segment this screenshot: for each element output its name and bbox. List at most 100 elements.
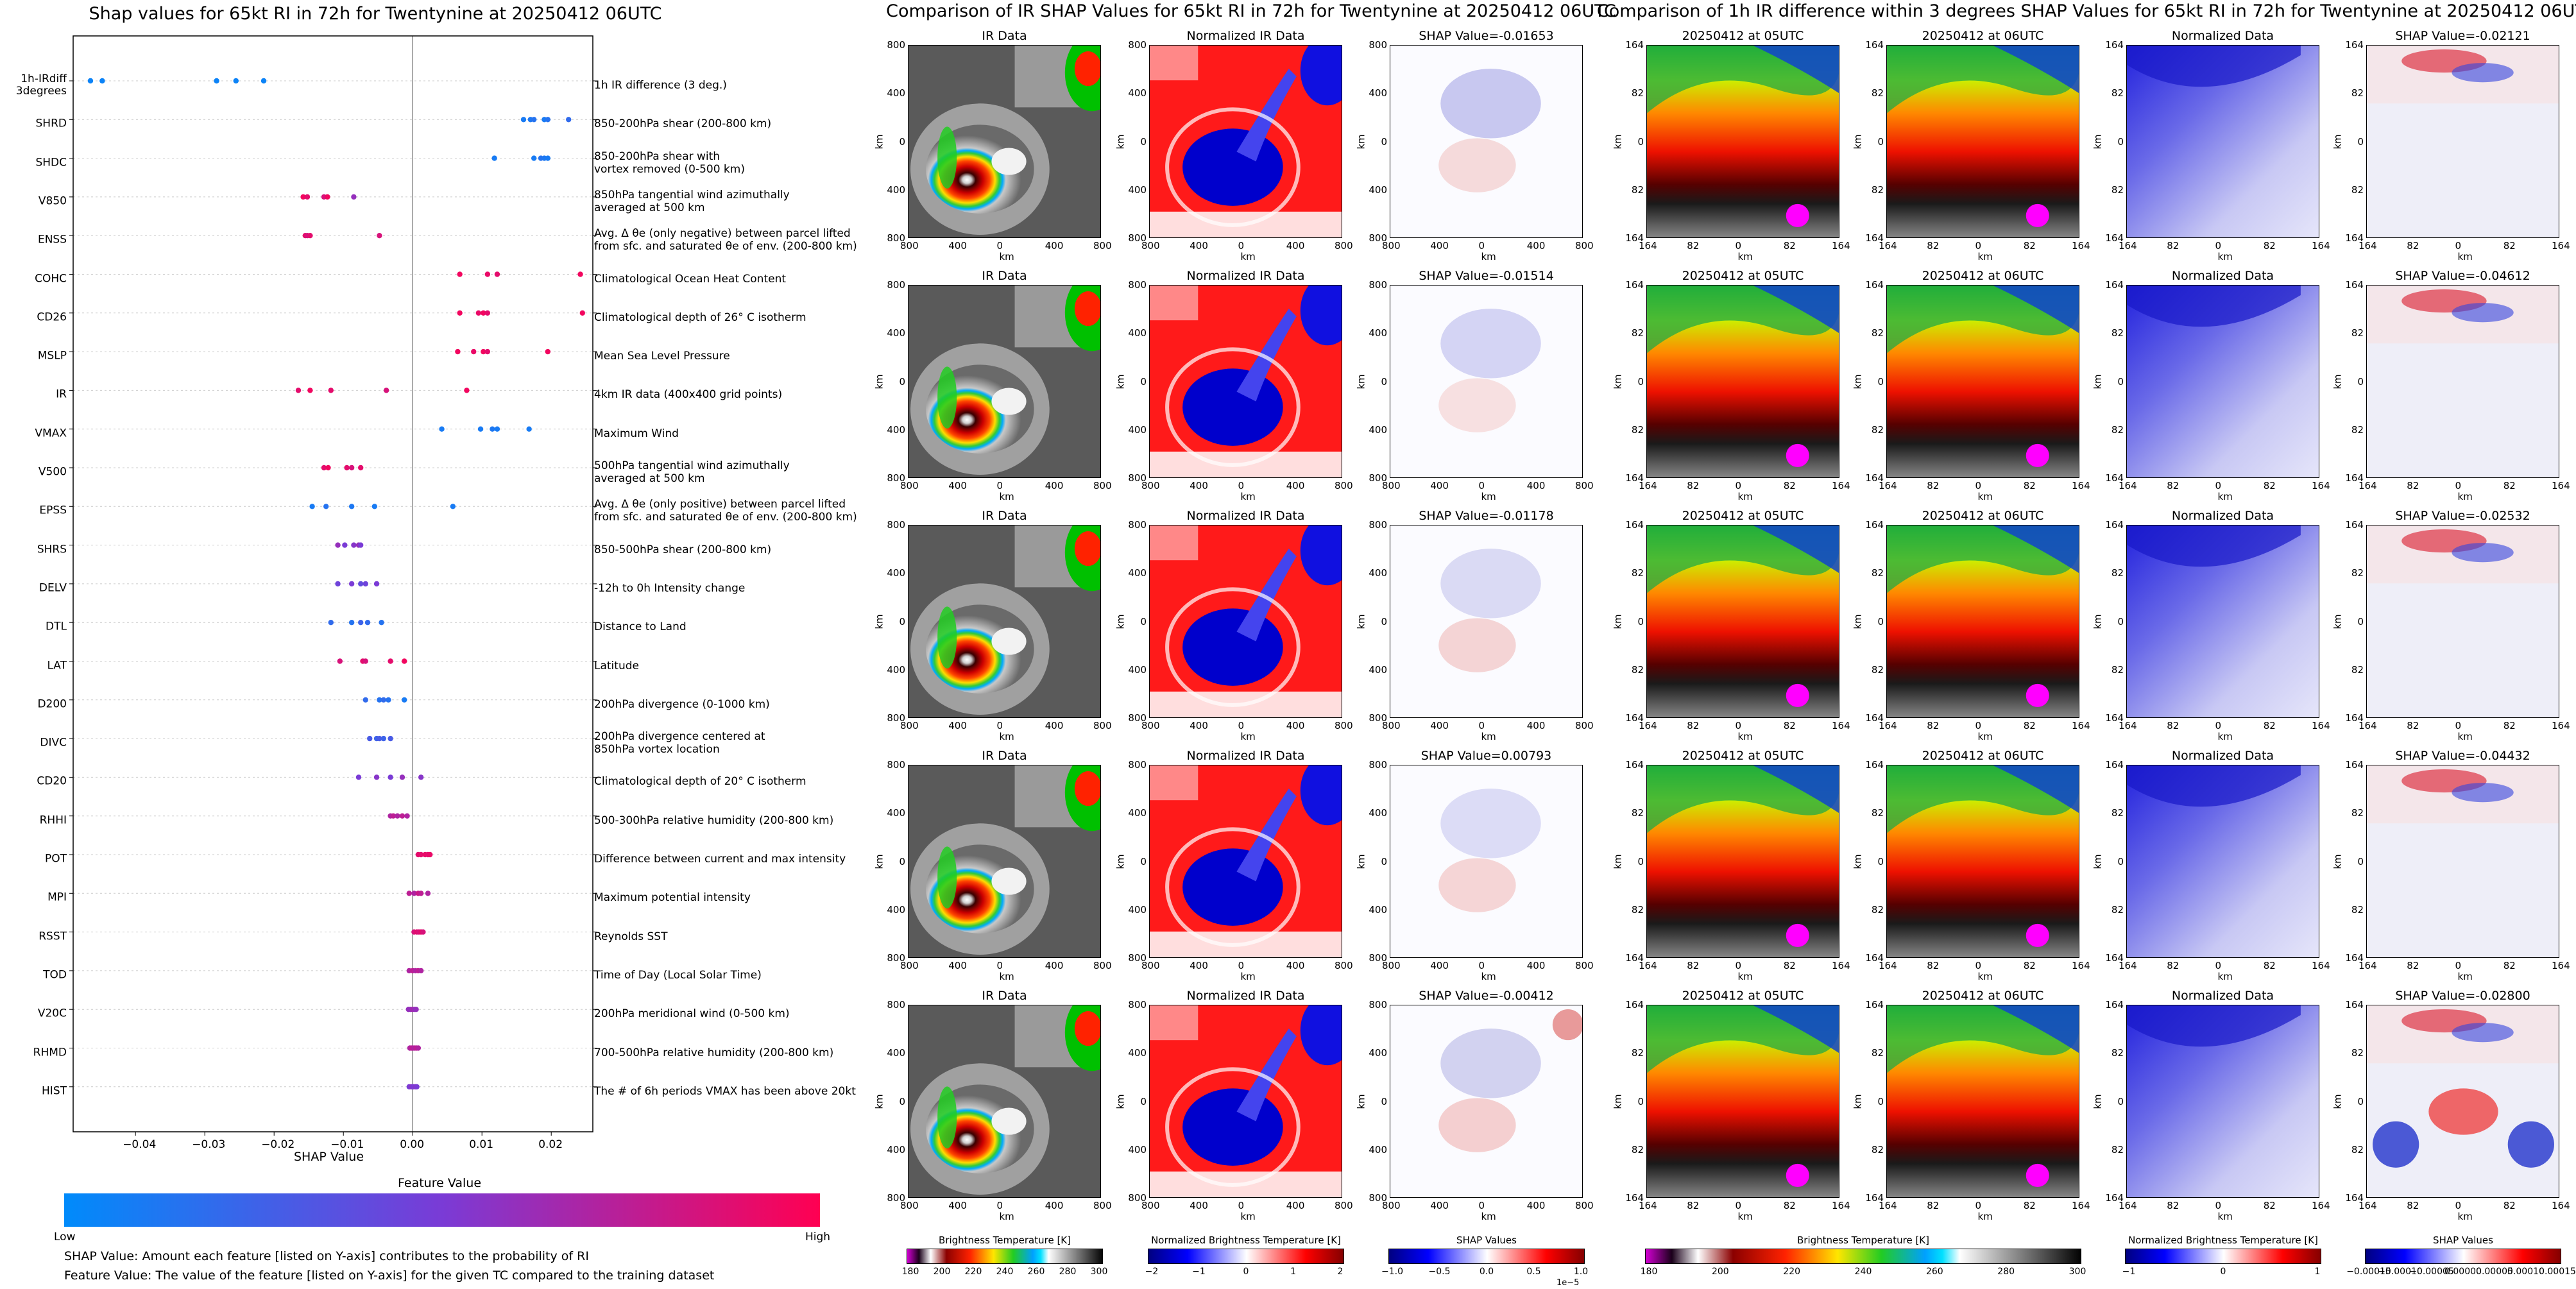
x-tick-label: 82 [2263, 480, 2276, 491]
panel-image [908, 46, 1100, 237]
shap-point [335, 542, 341, 548]
panel-image-content [2127, 286, 2319, 477]
x-tick-label: 82 [1927, 720, 1940, 731]
x-axis-label: km [1240, 251, 1256, 262]
y-tick-label: 82 [2351, 87, 2364, 99]
y-axis-label: km [2092, 373, 2104, 389]
y-tick-label: 82 [2111, 1143, 2124, 1156]
y-tick-label: 0 [1140, 135, 1147, 148]
x-tick-label: 164 [1832, 960, 1850, 971]
x-tick-label: 82 [2503, 240, 2516, 252]
feature-description-label: Time of Day (Local Solar Time) [594, 968, 762, 982]
ndiff-dark-band [2127, 46, 2301, 87]
x-tick-label: 82 [2503, 480, 2516, 491]
panel-title: Normalized Data [2171, 989, 2274, 1003]
panel-title: SHAP Value=-0.02532 [2395, 509, 2530, 523]
panel-title: 20250412 at 06UTC [1922, 989, 2044, 1003]
x-tick-label: 164 [2552, 960, 2570, 971]
shap-point [364, 620, 371, 626]
x-axis-label: km [999, 491, 1014, 502]
x-tick-label: 0 [1478, 240, 1485, 252]
x-tick-label: 800 [1382, 240, 1401, 252]
image-panel [1390, 1005, 1583, 1198]
panel-image-content [908, 286, 1100, 477]
panel-image-content [1647, 765, 1839, 957]
x-tick-label: 0 [2455, 720, 2462, 731]
y-tick-label: 800 [887, 232, 905, 244]
shap-point [377, 233, 382, 239]
panel-image [1647, 525, 1839, 717]
x-tick-label: 164 [1639, 240, 1657, 252]
x-axis-label: km [2217, 251, 2233, 262]
y-tick-label: 82 [2351, 1047, 2364, 1059]
shap-point [383, 388, 389, 393]
ir-section-title: Comparison of IR SHAP Values for 65kt RI… [886, 1, 1616, 21]
image-panel [1149, 765, 1342, 958]
y-tick-label: 82 [1631, 663, 1644, 676]
y-tick-label: 800 [887, 712, 905, 724]
ndiff-dark-band [2127, 525, 2301, 567]
x-tick-label: 82 [2407, 720, 2419, 731]
y-tick-label: 400 [887, 807, 905, 819]
y-tick-label: 82 [1631, 87, 1644, 99]
x-tick-label: 400 [1430, 480, 1449, 491]
shap-point [390, 813, 397, 819]
x-tick-label: 0 [1238, 480, 1245, 491]
panel-image [1390, 286, 1582, 477]
x-tick-label: 400 [1190, 240, 1208, 252]
panel-image-content [1150, 286, 1342, 477]
y-tick-label: 400 [1128, 423, 1147, 436]
feature-colorbar-high: High [805, 1231, 831, 1243]
shap-point [348, 581, 355, 587]
ir-rainband [937, 846, 957, 909]
panel-image-content [1887, 765, 2079, 957]
y-tick-label: 800 [1128, 999, 1147, 1011]
x-tick-label: 164 [1879, 240, 1897, 252]
shap-point [351, 542, 357, 548]
y-tick-label: 800 [1369, 999, 1387, 1011]
colorbar-offset-label: 1e−5 [1557, 1278, 1580, 1288]
x-tick-label: 400 [1286, 720, 1305, 731]
y-axis-label: km [1612, 853, 1624, 869]
shap-point [491, 155, 497, 161]
y-tick-label: 800 [1369, 472, 1387, 484]
x-tick-label: 82 [2407, 960, 2419, 971]
x-tick-label: 82 [2263, 240, 2276, 252]
panel-title: SHAP Value=-0.02800 [2395, 989, 2530, 1003]
y-tick-label: 0 [2117, 615, 2124, 627]
panel-title: Normalized Data [2171, 749, 2274, 763]
ir-cold-top [991, 148, 1027, 175]
norm-top-band [1150, 765, 1198, 801]
y-tick-label: 800 [1369, 1192, 1387, 1204]
x-tick-label: 800 [900, 1200, 919, 1211]
shap-point [415, 1045, 422, 1051]
feature-description-label: Reynolds SST [594, 930, 668, 943]
colorbar-fill [907, 1249, 1102, 1263]
diff-blue-band [1993, 46, 2079, 93]
x-tick-label: 800 [1335, 240, 1353, 252]
x-tick-label: 82 [2167, 720, 2179, 731]
y-tick-label: 164 [2105, 232, 2124, 244]
y-tick-label: 400 [1128, 184, 1147, 196]
y-axis-label: km [1852, 853, 1864, 869]
summary-grid [73, 36, 593, 1132]
x-tick-label: 800 [1382, 960, 1401, 971]
panel-image-content [1390, 525, 1582, 717]
image-panel [2366, 765, 2559, 958]
y-tick-label: 164 [2345, 232, 2364, 244]
shap-point [328, 620, 334, 626]
colorbar-tick-label: −1 [1192, 1267, 1206, 1277]
x-tick-label: 82 [2503, 720, 2516, 731]
panel-image [1887, 765, 2079, 957]
y-tick-label: 400 [1128, 807, 1147, 819]
y-tick-label: 800 [1128, 1192, 1147, 1204]
y-tick-label: 400 [1369, 903, 1387, 916]
x-axis-label: km [2457, 731, 2473, 742]
panel-image-content [2127, 1005, 2319, 1197]
colorbar [2365, 1249, 2561, 1264]
image-panel [908, 765, 1101, 958]
shap-point [358, 620, 364, 626]
panel-image-content [2367, 46, 2559, 237]
shap-point [379, 620, 384, 626]
y-axis-label: km [873, 613, 885, 629]
